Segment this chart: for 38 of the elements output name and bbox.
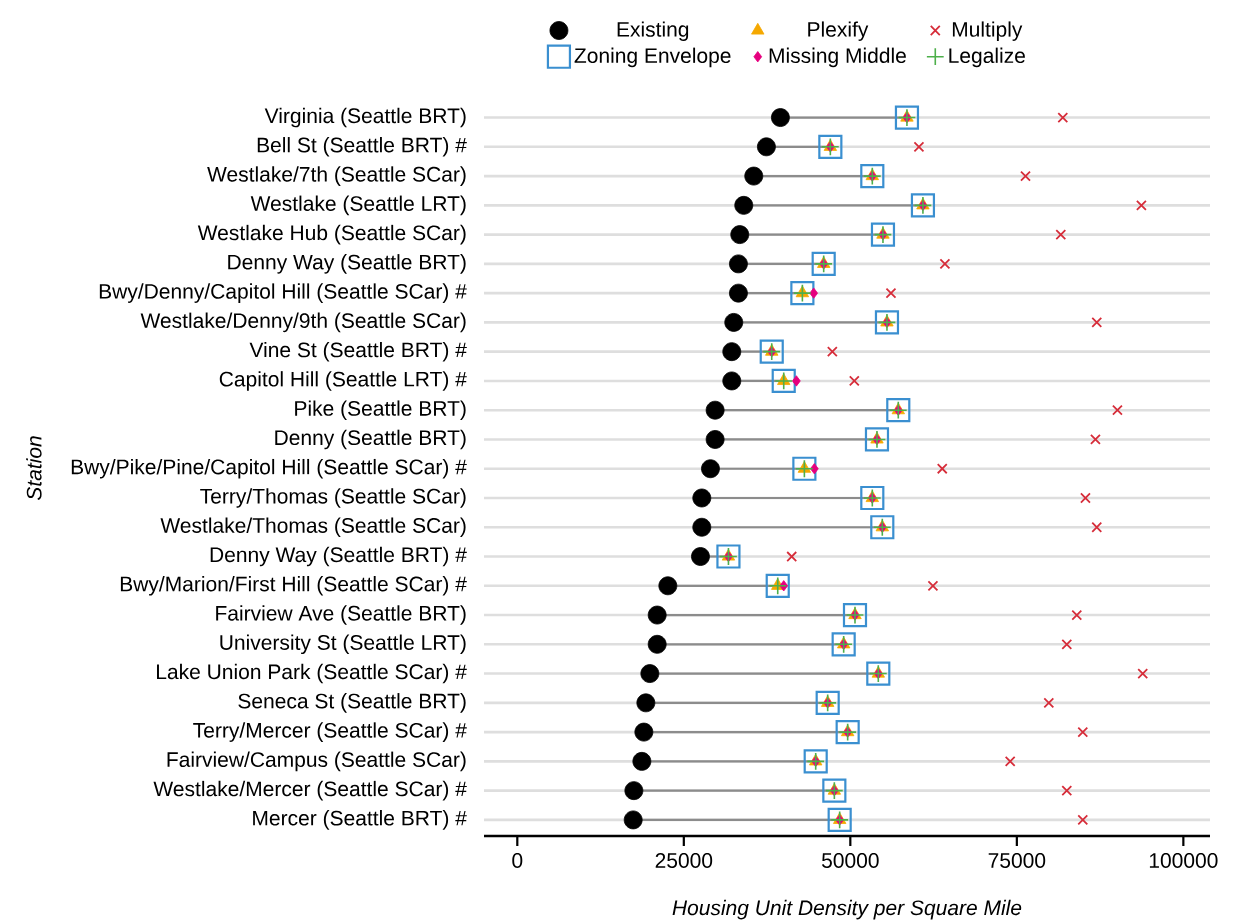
y-axis-title: Station — [26, 436, 42, 501]
y-tick-label: Bwy/Denny/Capitol Hill (Seattle SCar) # — [99, 283, 467, 303]
legend-label: Existing — [617, 21, 689, 41]
y-tick-label: Westlake/Denny/9th (Seattle SCar) — [140, 312, 466, 333]
y-tick-label: Denny (Seattle BRT) — [275, 429, 466, 450]
x-tick-label: 75000 — [988, 853, 1046, 868]
y-tick-label: Fairview/Campus (Seattle SCar) — [167, 751, 466, 772]
legend-label: Multiply — [952, 21, 1023, 41]
y-tick-label: Pike (Seattle BRT) — [295, 400, 466, 420]
y-tick-label: Terry/Thomas (Seattle SCar) — [200, 488, 466, 508]
y-tick-label: Terry/Mercer (Seattle SCar) # — [193, 722, 467, 742]
x-tick-label: 0 — [512, 853, 523, 868]
y-tick-label: Denny Way (Seattle BRT) — [228, 254, 466, 274]
legend-label: Legalize — [949, 47, 1025, 68]
y-tick-label: Bell St (Seattle BRT) # — [257, 137, 467, 157]
y-tick-label: Westlake/Thomas (Seattle SCar) — [160, 517, 466, 538]
y-tick-label: Capitol Hill (Seattle LRT) # — [219, 371, 467, 391]
y-tick-label: Virginia (Seattle BRT) — [264, 107, 466, 128]
y-tick-label: University St (Seattle LRT) — [220, 634, 466, 655]
y-tick-label: Westlake (Seattle LRT) — [250, 195, 466, 216]
y-tick-label: Bwy/Marion/First Hill (Seattle SCar) # — [120, 576, 467, 596]
y-tick-label: Mercer (Seattle BRT) # — [253, 810, 467, 830]
y-tick-label: Seneca St (Seattle BRT) — [238, 693, 466, 713]
y-tick-label: Fairview Ave (Seattle BRT) — [216, 605, 466, 625]
y-tick-label: Vine St (Seattle BRT) # — [249, 341, 467, 362]
x-tick-label: 25000 — [655, 853, 713, 868]
y-tick-label: Westlake/Mercer (Seattle SCar) # — [153, 780, 467, 801]
y-tick-label: Westlake/7th (Seattle SCar) — [207, 166, 466, 186]
y-tick-label: Lake Union Park (Seattle SCar) # — [157, 663, 467, 684]
legend-label: Zoning Envelope — [574, 47, 731, 68]
legend-label: Plexify — [808, 21, 869, 41]
y-tick-label: Denny Way (Seattle BRT) # — [210, 546, 467, 567]
y-tick-label: Westlake Hub (Seattle SCar) — [197, 224, 466, 245]
legend-label: Missing Middle — [769, 47, 906, 68]
y-tick-label: Bwy/Pike/Pine/Capitol Hill (Seattle SCar) # — [71, 458, 467, 479]
x-axis-title: Housing Unit Density per Square Mile — [672, 899, 1022, 920]
x-tick-label: 50000 — [821, 853, 879, 868]
x-tick-label: 100000 — [1149, 853, 1218, 868]
